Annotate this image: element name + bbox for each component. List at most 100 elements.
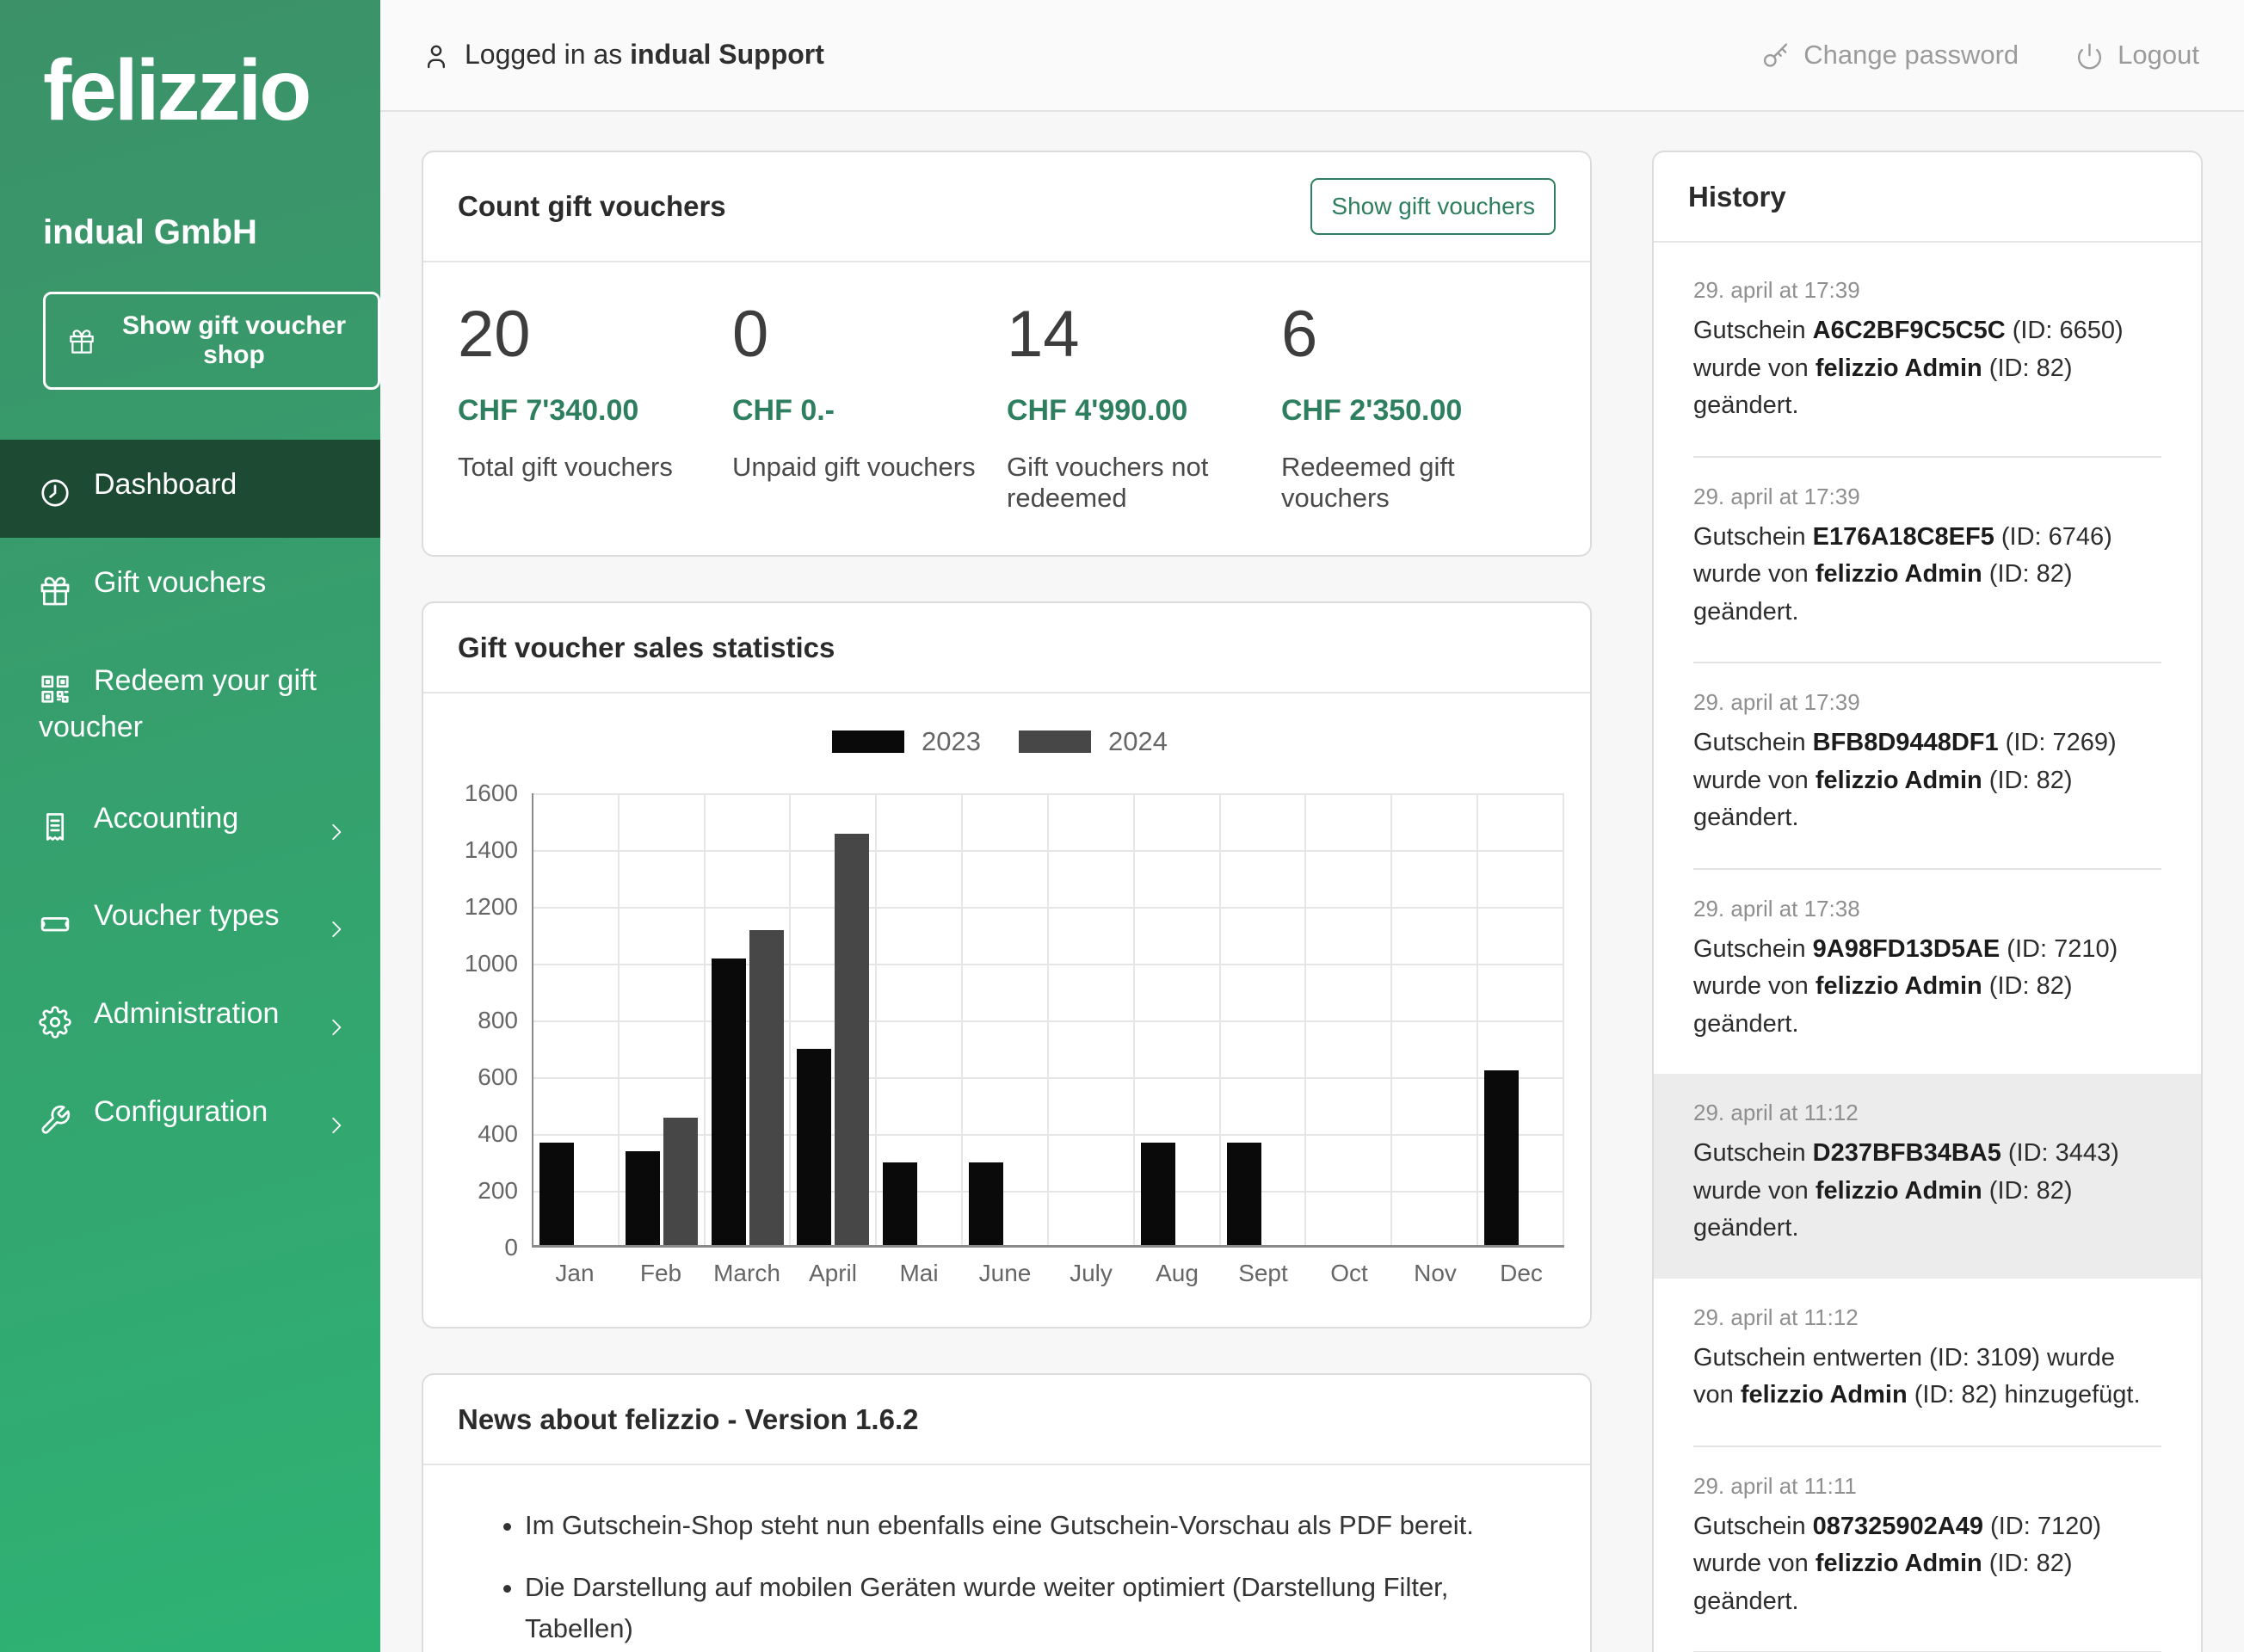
chart-card-title: Gift voucher sales statistics — [458, 631, 835, 663]
stat-unpaid-gift-vouchers: 0 CHF 0.- Unpaid gift vouchers — [732, 297, 1007, 514]
history-entry[interactable]: 29. april at 11:12 Gutschein entwerten (I… — [1693, 1279, 2161, 1446]
news-card: News about felizzio - Version 1.6.2 Im G… — [422, 1373, 1592, 1652]
person-icon — [422, 39, 451, 71]
stat-total-gift-vouchers: 20 CHF 7'340.00 Total gift vouchers — [458, 297, 732, 514]
change-password-link[interactable]: Change password — [1761, 40, 2019, 71]
sidebar-item-label: Voucher types — [94, 899, 280, 933]
chevron-right-icon — [325, 811, 348, 840]
bar-2024-march — [749, 929, 784, 1245]
qr-code-icon — [39, 671, 71, 704]
bar-group-april — [791, 793, 878, 1245]
history-timestamp: 29. april at 11:11 — [1693, 1472, 1857, 1499]
sidebar-item-dashboard[interactable]: Dashboard — [0, 440, 380, 538]
legend-label: 2024 — [1108, 726, 1168, 756]
show-gift-voucher-shop-button[interactable]: Show gift voucher shop — [43, 292, 380, 390]
history-title: History — [1688, 180, 1786, 213]
sidebar-item-administration[interactable]: Administration — [0, 969, 380, 1067]
sidebar-item-configuration[interactable]: Configuration — [0, 1067, 380, 1165]
bar-group-june — [963, 793, 1049, 1245]
brand-logo: felizzio — [43, 42, 311, 139]
stat-label: Unpaid gift vouchers — [732, 452, 976, 482]
stat-label: Redeemed gift vouchers — [1281, 452, 1455, 513]
chevron-right-icon — [325, 1007, 348, 1036]
legend-swatch — [1019, 730, 1091, 753]
bar-group-mai — [877, 793, 964, 1245]
history-entry[interactable]: 29. april at 17:38 Gutschein 9A98FD13D5AE… — [1693, 867, 2161, 1075]
y-axis-tick: 1000 — [464, 950, 518, 977]
stat-label: Total gift vouchers — [458, 452, 673, 482]
gift-icon — [39, 573, 71, 606]
y-axis-tick: 1200 — [464, 893, 518, 920]
bar-2023-jan — [539, 1143, 574, 1245]
y-axis-tick: 800 — [478, 1007, 518, 1033]
sidebar-item-redeem-your-gift-voucher[interactable]: Redeem your gift voucher — [0, 636, 380, 774]
stat-count: 0 — [732, 298, 769, 371]
x-axis-label: July — [1070, 1260, 1113, 1286]
sidebar-item-label: Dashboard — [94, 468, 237, 501]
history-timestamp: 29. april at 17:39 — [1693, 277, 1860, 303]
sidebar-item-label: Administration — [94, 997, 280, 1031]
chevron-right-icon — [325, 1105, 348, 1134]
gift-icon — [68, 326, 96, 355]
history-entry[interactable]: 29. april at 17:39 Gutschein A6C2BF9C5C5C… — [1693, 251, 2161, 456]
receipt-icon — [39, 809, 71, 841]
logged-in-user: indual Support — [630, 39, 824, 71]
history-text: Gutschein A6C2BF9C5C5C (ID: 6650) wurde … — [1693, 317, 2124, 419]
chart-legend: 2023 2024 — [444, 726, 1556, 757]
x-axis-label: Jan — [555, 1260, 595, 1286]
history-text: Gutschein 087325902A49 (ID: 7120) wurde … — [1693, 1512, 2101, 1615]
history-timestamp: 29. april at 17:39 — [1693, 689, 1860, 715]
show-gift-voucher-shop-label: Show gift voucher shop — [121, 311, 346, 369]
sidebar-item-label: Accounting — [94, 801, 239, 835]
x-axis-label: March — [713, 1260, 780, 1286]
x-axis-label: Oct — [1330, 1260, 1368, 1286]
logout-link[interactable]: Logout — [2075, 40, 2199, 71]
sidebar-item-gift-vouchers[interactable]: Gift vouchers — [0, 538, 380, 636]
count-card-title: Count gift vouchers — [458, 190, 726, 222]
bar-group-july — [1049, 793, 1135, 1245]
logged-in-prefix: Logged in as — [465, 39, 623, 71]
bar-group-nov — [1392, 793, 1479, 1245]
x-axis-label: Dec — [1500, 1260, 1543, 1286]
bar-2023-aug — [1140, 1143, 1175, 1245]
wrench-icon — [39, 1102, 71, 1135]
sales-statistics-card: Gift voucher sales statistics 2023 2024 1… — [422, 601, 1592, 1328]
logged-in-status: Logged in as indual Support — [422, 39, 824, 71]
clock-icon — [39, 475, 71, 508]
topbar-actions: Change password Logout — [1761, 40, 2199, 71]
chart-canvas[interactable] — [532, 793, 1564, 1248]
bar-2023-march — [711, 958, 746, 1245]
sidebar-item-voucher-types[interactable]: Voucher types — [0, 871, 380, 969]
chevron-right-icon — [325, 909, 348, 938]
bar-group-dec — [1478, 793, 1564, 1245]
sidebar-item-accounting[interactable]: Accounting — [0, 774, 380, 872]
x-axis-label: Sept — [1238, 1260, 1288, 1286]
legend-item-2024[interactable]: 2024 — [1019, 726, 1168, 757]
legend-item-2023[interactable]: 2023 — [832, 726, 981, 757]
stat-label: Gift vouchers not redeemed — [1007, 452, 1209, 513]
voucher-stats: 20 CHF 7'340.00 Total gift vouchers 0 CHF 0.… — [423, 262, 1590, 555]
history-entry[interactable]: 29. april at 17:39 Gutschein BFB8D9448DF1… — [1693, 662, 2161, 868]
stat-redeemed-gift-vouchers: 6 CHF 2'350.00 Redeemed gift vouchers — [1281, 297, 1556, 514]
history-entry[interactable]: 29. april at 11:12 Gutschein D237BFB34BA5… — [1654, 1074, 2201, 1279]
y-axis-tick: 400 — [478, 1120, 518, 1147]
history-timestamp: 29. april at 17:38 — [1693, 895, 1860, 922]
legend-swatch — [832, 730, 905, 753]
y-axis-tick: 1400 — [464, 836, 518, 863]
stat-count: 20 — [458, 298, 531, 371]
main-content: Count gift vouchers Show gift vouchers 2… — [380, 112, 2244, 1652]
x-axis-label: Aug — [1156, 1260, 1199, 1286]
stat-amount: CHF 4'990.00 — [1007, 394, 1188, 427]
y-axis-tick: 600 — [478, 1063, 518, 1090]
bar-2023-feb — [625, 1151, 660, 1245]
history-entry[interactable]: 29. april at 17:39 Gutschein E176A18C8EF5… — [1693, 455, 2161, 663]
show-gift-vouchers-button[interactable]: Show gift vouchers — [1310, 178, 1556, 235]
key-icon — [1761, 40, 1790, 71]
history-card: History 29. april at 17:39 Gutschein A6C2… — [1652, 151, 2203, 1652]
history-list: 29. april at 17:39 Gutschein A6C2BF9C5C5C… — [1654, 243, 2201, 1652]
legend-label: 2023 — [922, 726, 981, 756]
history-entry[interactable]: 29. april at 11:11 Gutschein 087325902A49… — [1693, 1445, 2161, 1652]
bar-group-feb — [620, 793, 706, 1245]
bar-2023-june — [969, 1162, 1004, 1245]
stat-amount: CHF 2'350.00 — [1281, 394, 1463, 427]
